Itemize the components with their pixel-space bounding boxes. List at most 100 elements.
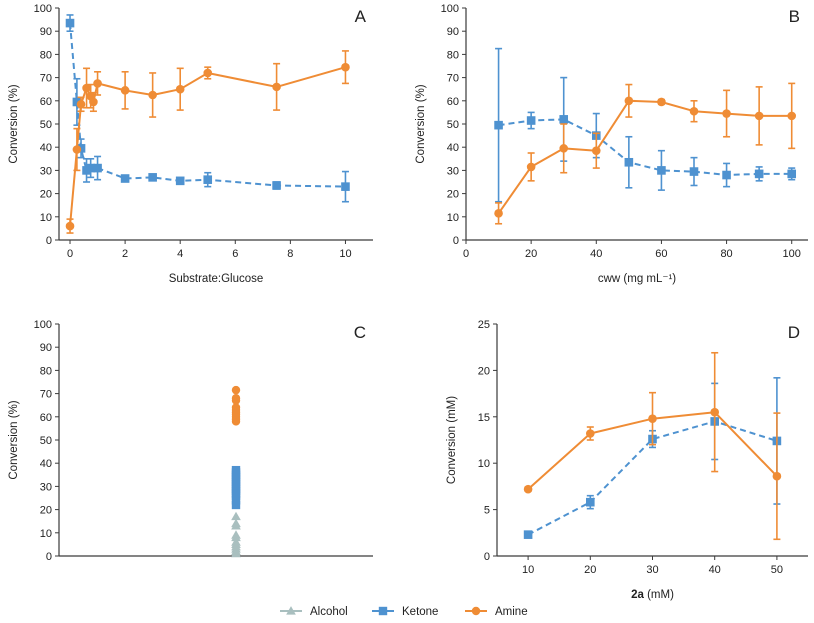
y-tick-label: 90 [40, 342, 52, 354]
ketone-point [93, 163, 102, 173]
amine-point [272, 82, 281, 92]
amine-point [787, 111, 797, 121]
y-tick-label: 10 [40, 528, 52, 540]
y-axis-label: Conversion (%) [8, 400, 20, 479]
amine-point [148, 90, 157, 100]
ketone-point [272, 181, 281, 190]
panel-letter: D [788, 323, 800, 342]
alcohol-point [231, 511, 241, 521]
ketone-point [523, 530, 533, 539]
amine-point [710, 407, 719, 417]
y-tick-label: 0 [46, 551, 52, 563]
amine-point [120, 86, 130, 95]
y-tick-label: 70 [447, 73, 459, 85]
ketone-point [494, 120, 503, 130]
ketone-point [754, 169, 764, 179]
amine-line [69, 66, 346, 227]
y-tick-label: 25 [478, 319, 490, 331]
x-tick-label: 2 [122, 248, 128, 260]
amine-point [82, 83, 91, 93]
y-tick-label: 80 [40, 49, 52, 61]
alcohol-point [231, 518, 241, 528]
ketone-point [120, 174, 130, 183]
x-axis-label-bold: 2a [631, 589, 644, 601]
ketone-point [787, 169, 797, 179]
x-tick-label: 40 [590, 248, 602, 260]
x-tick-label: 10 [522, 564, 534, 576]
ketone-point [86, 163, 95, 173]
y-tick-label: 100 [34, 319, 52, 331]
legend-item-alcohol: Alcohol [280, 606, 348, 618]
series-amine [494, 82, 797, 225]
x-axis-label: cww (mg mL⁻¹) [598, 273, 676, 285]
y-tick-label: 60 [40, 412, 52, 424]
amine-point [341, 62, 350, 72]
panel-c: 0 10 20 30 40 50 60 70 80 90 100 Conversion (%) C [8, 319, 373, 563]
y-tick-label: 0 [484, 551, 490, 563]
legend-item-amine: Amine [465, 606, 528, 618]
legend-triangle-icon [286, 606, 296, 615]
y-tick-label: 70 [40, 73, 52, 85]
amine-point [65, 221, 75, 231]
y-tick-label: 50 [40, 435, 52, 447]
amine-point [203, 68, 213, 78]
x-tick-label: 10 [339, 248, 351, 260]
x-tick-label: 0 [67, 248, 73, 260]
amine-point [648, 414, 657, 423]
legend-label: Amine [495, 606, 528, 618]
y-tick-label: 80 [447, 49, 459, 61]
y-tick-label: 60 [40, 96, 52, 108]
ketone-line [527, 420, 778, 536]
series-alcohol [231, 511, 241, 558]
ketone-point [148, 173, 157, 182]
y-tick-label: 100 [441, 3, 459, 15]
legend-label: Ketone [402, 606, 438, 618]
x-tick-label: 20 [584, 564, 596, 576]
y-tick-label: 10 [40, 212, 52, 224]
ketone-point [624, 157, 634, 167]
series-ketone [494, 47, 797, 203]
x-tick-label: 6 [232, 248, 238, 260]
amine-point [586, 429, 595, 438]
amine-point [175, 84, 185, 94]
ketone-point [586, 497, 595, 507]
amine-line [497, 99, 792, 214]
ketone-point [175, 176, 185, 186]
y-tick-label: 20 [40, 505, 52, 517]
ketone-point [72, 97, 82, 107]
series-amine [231, 385, 241, 426]
y-tick-label: 40 [40, 458, 52, 470]
y-tick-label: 70 [40, 389, 52, 401]
y-tick-label: 90 [447, 26, 459, 38]
x-tick-label: 100 [783, 248, 801, 260]
amine-point [494, 209, 503, 218]
y-tick-label: 50 [40, 119, 52, 131]
legend-circle-icon [471, 606, 481, 616]
series-ketone [65, 14, 350, 203]
alcohol-point [231, 530, 241, 539]
y-tick-label: 10 [447, 212, 459, 224]
y-tick-label: 10 [478, 458, 490, 470]
x-axis-label: Substrate:Glucose [169, 273, 264, 285]
legend-label: Alcohol [310, 606, 348, 618]
amine-point [526, 162, 536, 172]
ketone-point [231, 496, 241, 505]
ketone-point [65, 18, 75, 28]
y-tick-label: 0 [453, 235, 459, 247]
x-tick-label: 30 [646, 564, 658, 576]
y-axis-label: Conversion (%) [8, 84, 20, 163]
alcohol-point [231, 537, 241, 546]
panel-a: 0 10 20 30 40 50 60 70 80 90 100 0 2 4 6 8 10 Conversion … [8, 3, 373, 285]
amine-point [772, 471, 782, 481]
amine-point [657, 97, 666, 107]
amine-point [72, 145, 82, 154]
series-ketone [231, 465, 241, 510]
amine-point [624, 96, 634, 106]
y-tick-label: 50 [447, 119, 459, 131]
series-amine [65, 50, 350, 234]
amine-point [76, 99, 86, 109]
y-tick-label: 60 [447, 96, 459, 108]
y-tick-label: 15 [478, 412, 490, 424]
amine-point [231, 385, 241, 395]
ketone-point [231, 500, 241, 510]
